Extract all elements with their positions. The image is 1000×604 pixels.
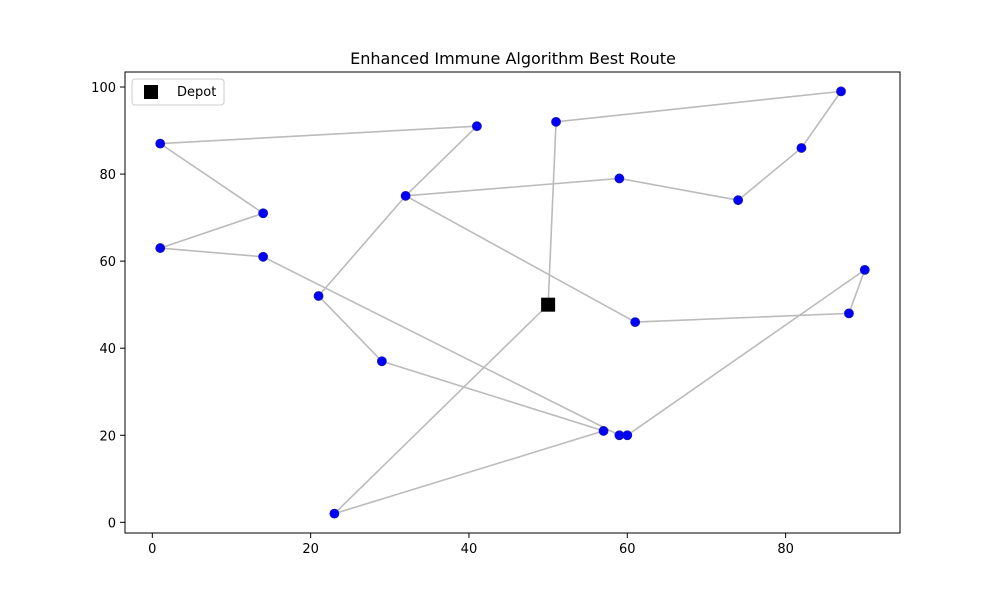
route-segment: [160, 125, 477, 145]
customer-point: [630, 317, 641, 327]
customer-point: [329, 508, 340, 519]
x-tick-label: 80: [777, 542, 794, 557]
customer-point: [796, 143, 807, 153]
customer-point: [313, 291, 324, 301]
customer-point: [258, 251, 269, 262]
customer-point: [155, 243, 166, 253]
depot-marker-group: [541, 297, 556, 312]
x-tick-label: 20: [302, 542, 319, 557]
route-segment: [405, 177, 620, 197]
x-tick-label: 0: [148, 542, 156, 557]
route-segment: [334, 430, 604, 515]
customer-point: [471, 121, 482, 132]
customer-point: [836, 86, 846, 97]
depot-marker: [541, 297, 556, 312]
customer-point: [733, 195, 744, 206]
customer-point: [859, 264, 870, 275]
route-segment: [159, 142, 264, 214]
customer-point: [400, 190, 411, 201]
customer-point: [622, 430, 633, 441]
customer-point: [844, 308, 854, 319]
route-segment: [626, 269, 866, 436]
chart-title: Enhanced Immune Algorithm Best Route: [350, 49, 676, 68]
customer-point: [551, 116, 561, 127]
y-tick-label: 100: [91, 81, 116, 96]
y-tick-label: 80: [99, 168, 116, 183]
y-tick-label: 60: [99, 255, 116, 270]
plot-frame: [124, 71, 901, 534]
route-segment: [800, 90, 842, 149]
customer-point: [598, 426, 609, 436]
route-segment: [317, 195, 407, 297]
x-tick-label: 40: [461, 542, 478, 557]
route-segment: [635, 312, 849, 323]
route-segment: [619, 177, 739, 201]
route-segment: [848, 269, 866, 314]
route-segment: [737, 147, 802, 201]
y-tick-label: 0: [108, 516, 116, 531]
y-axis-ticks: 0 20 40 60 80 100: [91, 81, 125, 531]
route-segment: [317, 295, 383, 362]
customer-point: [614, 173, 625, 184]
x-axis-ticks: 0 20 40 60 80: [148, 533, 794, 557]
customer-points: [155, 86, 870, 519]
route-segment: [333, 304, 549, 515]
route-lines: [159, 90, 866, 515]
x-tick-label: 60: [619, 542, 636, 557]
route-segment: [381, 360, 604, 432]
route-segment: [160, 247, 264, 258]
y-tick-label: 40: [99, 342, 116, 357]
route-segment: [159, 212, 264, 249]
customer-point: [155, 138, 166, 149]
customer-point: [376, 356, 387, 367]
route-segment: [405, 125, 478, 197]
legend-depot-marker: [144, 85, 158, 99]
legend: Depot: [131, 78, 225, 106]
y-tick-label: 20: [99, 429, 116, 444]
route-segment: [555, 90, 842, 123]
legend-depot-label: Depot: [177, 85, 216, 100]
route-segment: [405, 195, 636, 323]
customer-point: [258, 208, 269, 219]
route-segment: [262, 256, 620, 436]
